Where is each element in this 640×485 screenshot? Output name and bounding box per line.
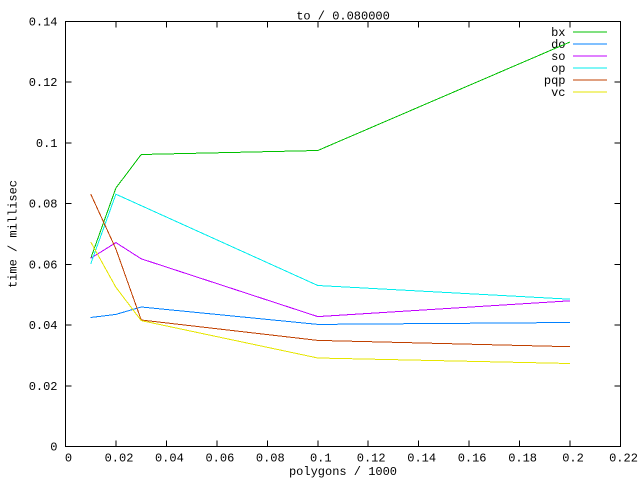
svg-text:0.14: 0.14 [29,16,58,30]
svg-text:0.1: 0.1 [36,137,58,151]
svg-text:0.08: 0.08 [256,451,285,465]
svg-text:0.2: 0.2 [562,451,584,465]
svg-text:0: 0 [65,451,72,465]
svg-text:0.12: 0.12 [29,76,58,90]
svg-text:0.1: 0.1 [310,451,332,465]
svg-text:0.02: 0.02 [105,451,134,465]
svg-text:bx: bx [551,26,565,40]
svg-text:to / 0.080000: to / 0.080000 [296,10,390,24]
svg-text:0.14: 0.14 [407,451,436,465]
svg-text:0.18: 0.18 [508,451,537,465]
svg-text:0.12: 0.12 [357,451,386,465]
svg-text:so: so [551,50,565,64]
svg-text:0.06: 0.06 [29,258,58,272]
svg-text:0.16: 0.16 [458,451,487,465]
svg-text:0.04: 0.04 [155,451,184,465]
svg-text:0.02: 0.02 [29,380,58,394]
svg-text:vc: vc [551,86,565,100]
svg-text:0.06: 0.06 [205,451,234,465]
svg-text:pqp: pqp [544,74,566,88]
svg-text:0: 0 [50,441,57,455]
svg-text:polygons / 1000: polygons / 1000 [289,465,397,479]
svg-text:0.08: 0.08 [29,198,58,212]
svg-text:0.04: 0.04 [29,319,58,333]
svg-text:0.22: 0.22 [609,451,638,465]
svg-text:time / millisec: time / millisec [7,180,21,288]
svg-text:op: op [551,62,565,76]
